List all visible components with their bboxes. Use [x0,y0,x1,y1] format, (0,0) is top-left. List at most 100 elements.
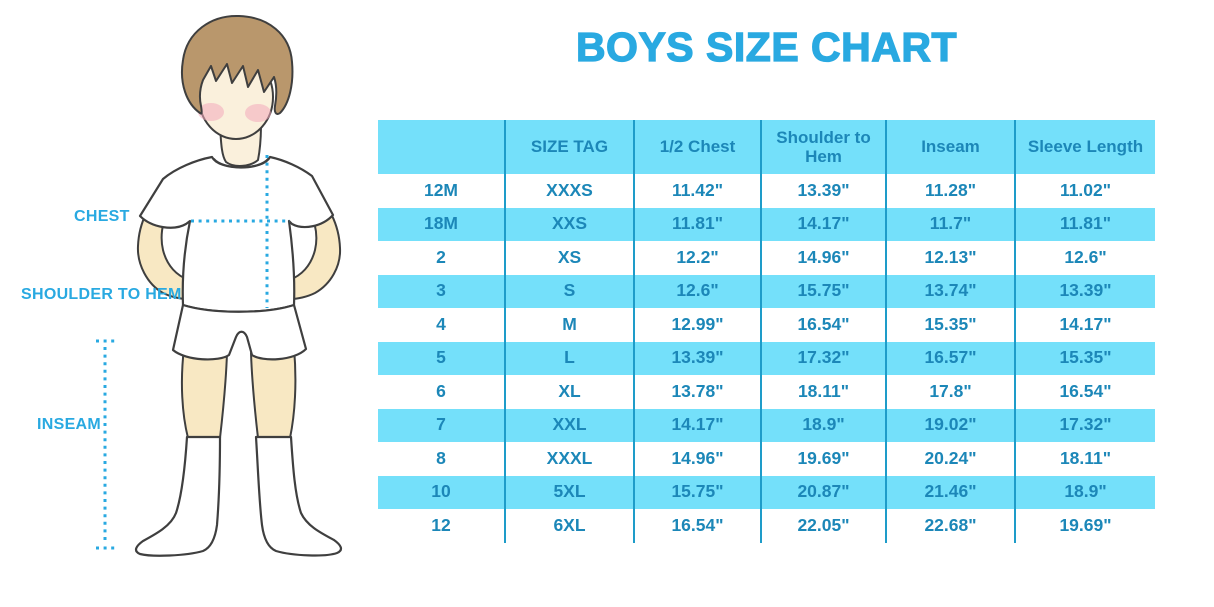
header-cell: SIZE TAG [506,120,635,174]
table-cell: 8 [378,442,506,476]
table-cell: 6XL [506,509,635,543]
table-cell: 21.46" [887,475,1016,509]
table-row: 12M XXXS 11.42" 13.39" 11.28" 11.02" [378,174,1155,208]
table-cell: 5 [378,341,506,375]
sock-left [134,435,222,557]
table-cell: 11.42" [635,174,762,208]
table-cell: 11.02" [1059,179,1112,200]
table-cell: 11.81" [635,207,762,241]
chest-label: CHEST [74,208,130,225]
table-cell: 11.7" [887,207,1016,241]
table-cell: 13.74" [887,274,1016,308]
table-row: 3 S 12.6" 15.75" 13.74" 13.39" [378,274,1155,308]
table-cell: 22.05" [762,509,887,543]
table-cell: XXXS [506,174,635,208]
table-cell: 10 [378,475,506,509]
table-cell: 12 [378,509,506,543]
table-cell: 12.13" [887,241,1016,275]
cheek-right [245,104,271,122]
collar-line [213,158,269,169]
page-title: BOYS SIZE CHART [575,23,958,70]
table-cell: 18.9" [762,408,887,442]
table-cell: 18.11" [1059,447,1112,468]
table-row: 12 6XL 16.54" 22.05" 22.68" 19.69" [378,509,1155,543]
header-cell: 1/2 Chest [635,120,762,174]
table-cell: 14.96" [762,241,887,275]
table-row: 6 XL 13.78" 18.11" 17.8" 16.54" [378,375,1155,409]
table-row: 4 M 12.99" 16.54" 15.35" 14.17" [378,308,1155,342]
header-cell: Sleeve Length [1027,137,1144,157]
table-cell: S [506,274,635,308]
table-cell: 15.35" [1059,347,1112,368]
table-cell: 15.75" [762,274,887,308]
shorts-shape [171,303,308,361]
header-cell: Inseam [887,120,1016,174]
table-cell: 12.2" [635,241,762,275]
table-cell: 13.39" [762,174,887,208]
size-table: SIZE TAG 1/2 Chest Shoulder to Hem Inseam Sl… [378,120,1155,543]
table-cell: 19.69" [1059,514,1112,535]
boy-illustration [96,14,343,557]
table-cell: 14.17" [1059,313,1112,334]
table-cell: 13.78" [635,375,762,409]
sock-right [254,435,343,557]
table-cell: 11.28" [887,174,1016,208]
table-cell: 13.39" [635,341,762,375]
table-cell: 18.9" [1064,481,1107,502]
table-cell: 12.99" [635,308,762,342]
leg-right [250,347,297,439]
table-cell: 20.87" [762,475,887,509]
table-cell: 12M [378,174,506,208]
shoulder-to-hem-label: SHOULDER TO HEM [21,286,182,303]
table-cell: XXS [506,207,635,241]
table-cell: M [506,308,635,342]
table-cell: 22.68" [887,509,1016,543]
table-cell: 13.39" [1059,280,1112,301]
table-cell: 14.96" [635,442,762,476]
header-cell [378,120,506,174]
table-cell: XXXL [506,442,635,476]
table-cell: XXL [506,408,635,442]
table-cell: XL [506,375,635,409]
table-row: 18M XXS 11.81" 14.17" 11.7" 11.81" [378,207,1155,241]
table-cell: 20.24" [887,442,1016,476]
measurement-figure: CHEST SHOULDER TO HEM INSEAM [0,0,380,607]
table-cell: 16.54" [762,308,887,342]
table-cell: L [506,341,635,375]
table-cell: 18M [378,207,506,241]
table-cell: 19.69" [762,442,887,476]
table-row: 10 5XL 15.75" 20.87" 21.46" 18.9" [378,475,1155,509]
table-cell: 4 [378,308,506,342]
header-cell: Shoulder to Hem [762,120,887,174]
table-cell: 14.17" [762,207,887,241]
table-cell: 12.6" [1064,246,1107,267]
table-cell: 19.02" [887,408,1016,442]
table-cell: 3 [378,274,506,308]
leg-left [180,347,228,439]
table-cell: XS [506,241,635,275]
table-cell: 7 [378,408,506,442]
table-row: 2 XS 12.2" 14.96" 12.13" 12.6" [378,241,1155,275]
table-cell: 14.17" [635,408,762,442]
table-cell: 6 [378,375,506,409]
cheek-left [198,103,224,121]
table-cell: 17.32" [762,341,887,375]
table-cell: 15.75" [635,475,762,509]
table-row: 8 XXXL 14.96" 19.69" 20.24" 18.11" [378,442,1155,476]
table-cell: 18.11" [762,375,887,409]
table-cell: 5XL [506,475,635,509]
table-cell: 17.8" [887,375,1016,409]
table-cell: 2 [378,241,506,275]
table-row: 5 L 13.39" 17.32" 16.57" 15.35" [378,341,1155,375]
table-cell: 15.35" [887,308,1016,342]
table-cell: 12.6" [635,274,762,308]
table-cell: 11.81" [1059,213,1112,234]
hair-shape [181,14,294,116]
table-header-row: SIZE TAG 1/2 Chest Shoulder to Hem Inseam Sl… [378,120,1155,174]
table-cell: 16.54" [635,509,762,543]
table-cell: 16.54" [1059,380,1112,401]
table-cell: 17.32" [1059,414,1112,435]
table-row: 7 XXL 14.17" 18.9" 19.02" 17.32" [378,408,1155,442]
inseam-label: INSEAM [37,416,102,433]
